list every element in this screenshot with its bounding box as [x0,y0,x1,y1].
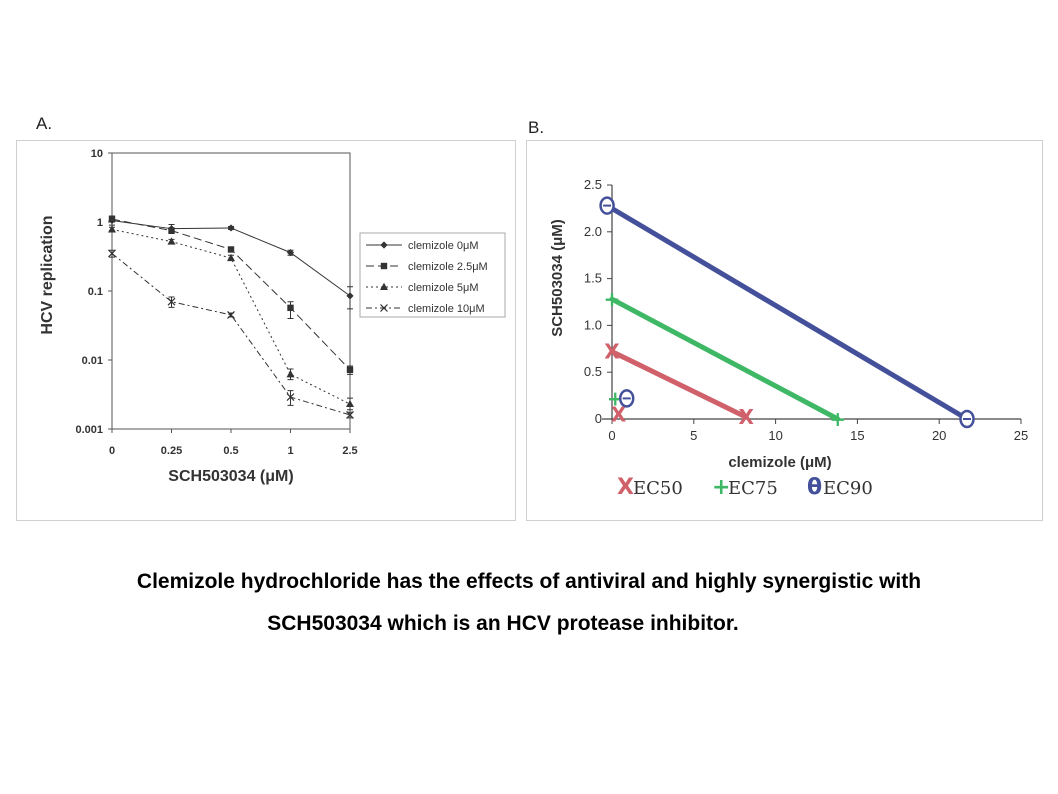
data-point-a [346,399,354,408]
caption-line-1: Clemizole hydrochloride has the effects … [136,570,922,593]
legend-item-b-ec50: X EC50 [617,475,683,500]
y-axis-title-b: SCH503034 (μM) [549,219,566,337]
x-tick-label-b: 15 [850,428,864,443]
series-line-a [111,253,351,416]
series-b-ec50: X X X [604,340,754,430]
legend-item-a: clemizole 0μM [366,240,479,252]
x-tick-label-b: 10 [768,428,782,443]
data-point-b: + [607,386,624,410]
data-point-a [108,249,116,258]
legend-item-b-ec75: +EC75 [712,475,778,500]
x-tick-label-b: 5 [690,428,697,443]
y-tick-label-a: 0.1 [88,286,103,298]
legend-marker-a [380,262,388,270]
x-tick-label-a: 0 [109,445,115,457]
data-point-a [227,253,235,262]
series-a-2 [108,225,354,411]
data-point-b: X [611,402,627,426]
caption-line-2: SCH503034 which is an HCV protease inhib… [267,612,739,635]
legend-item-b-ec90: θ EC90 [807,475,873,500]
data-point-b: X [738,405,754,429]
y-tick-label-a: 10 [91,148,103,160]
legend-marker-a [380,304,388,312]
y-tick-label-b: 1.5 [584,271,602,286]
y-tick-label-b: 2.5 [584,177,602,192]
y-tick-label-a: 0.001 [75,424,103,436]
error-bar-a [287,390,294,406]
data-point-a [227,311,235,319]
series-line-a [111,228,351,405]
series-b-ec75: + + + [604,287,847,431]
x-tick-label-a: 0.5 [223,445,238,457]
legend-label-b: EC75 [728,478,778,499]
data-point-a [346,292,354,300]
isobole-line-b [609,296,841,422]
legend-item-a: clemizole 2.5μM [366,261,488,273]
series-a-1 [108,215,354,375]
data-point-a [227,246,235,253]
data-point-a [108,225,116,233]
isobole-line-b [609,349,749,420]
data-point-a [167,237,176,245]
x-tick-label-b: 0 [608,428,615,443]
data-point-a [286,370,295,378]
panel-b-label: B. [528,118,545,137]
legend-symbol-b: θ [807,475,822,500]
series-a-3 [108,249,354,419]
data-point-a [287,304,294,312]
legend-label-a: clemizole 0μM [408,240,479,252]
legend-label-b: EC50 [633,478,683,499]
y-tick-label-b: 0.5 [584,364,602,379]
data-point-a [346,410,354,419]
legend-label-a: clemizole 5μM [408,282,479,294]
data-point-a [286,249,295,257]
legend-symbol-b: X [617,475,634,500]
series-b-ec90 [599,196,975,429]
data-point-a [286,393,295,402]
data-point-a [108,215,116,223]
data-point-a [346,366,354,374]
x-tick-label-b: 25 [1014,428,1028,443]
y-tick-label-a: 1 [97,217,103,229]
x-tick-label-a: 2.5 [342,445,357,457]
y-tick-label-b: 2.0 [584,224,602,239]
x-axis-title-b: clemizole (μM) [728,454,831,471]
legend-marker-a [380,282,388,290]
panel-a-label: A. [36,114,53,133]
panel-a-frame [16,140,516,521]
x-axis-title-a: SCH503034 (μM) [168,468,293,485]
x-tick-label-a: 0.25 [161,445,182,457]
data-point-b: + [604,287,621,311]
data-point-b: + [829,407,846,431]
legend-label-a: clemizole 10μM [408,303,485,315]
data-point-a [168,227,175,234]
legend-item-a: clemizole 10μM [366,303,485,315]
x-tick-label-b: 20 [932,428,946,443]
data-point-a [167,297,176,306]
y-tick-label-a: 0.01 [82,355,103,367]
data-point-b: X [604,340,620,364]
x-tick-label-a: 1 [287,445,293,457]
legend-label-a: clemizole 2.5μM [408,261,488,273]
data-point-a [227,224,235,232]
legend-marker-a [380,241,388,249]
legend-label-b: EC90 [823,478,873,499]
y-tick-label-b: 1.0 [584,317,602,332]
legend-symbol-b: + [712,475,730,500]
y-tick-label-b: 0 [595,411,602,426]
y-axis-title-a: HCV replication [39,215,56,334]
isobole-line-b [604,203,970,422]
legend-item-a: clemizole 5μM [366,282,479,294]
